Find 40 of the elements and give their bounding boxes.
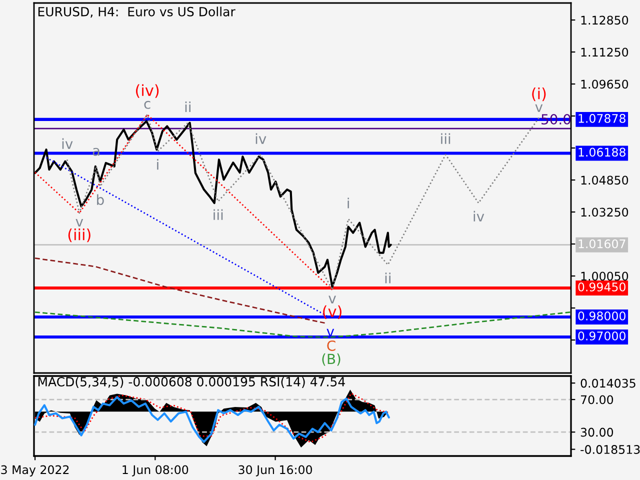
ref-line-label: 0.97000 (578, 331, 626, 340)
y-tick-label: 1.03250 (581, 208, 628, 217)
annotation: ii (385, 272, 390, 284)
ref-line-label: 1.06188 (578, 148, 626, 157)
y-tick-label: 1.09650 (581, 80, 628, 89)
ref-line-label: 1.07878 (578, 114, 626, 123)
annotation: (B) (322, 353, 340, 366)
ref-line-label: 1.01607 (578, 239, 626, 248)
annotation: C (327, 340, 336, 351)
annotation: (iv) (136, 84, 159, 98)
annotation: (iii) (68, 228, 90, 242)
annotation: (i) (532, 87, 546, 102)
y2-tick-label: 30.00 (580, 428, 614, 437)
x-tick-label: 3 May 2022 (1, 465, 69, 476)
y-tick-label: -0.018513 (580, 445, 640, 454)
y-tick-label: 1.11250 (581, 48, 628, 57)
y-tick-label: 1.04850 (581, 176, 628, 185)
annotation: c (144, 100, 150, 109)
x-tick-label: 30 Jun 16:00 (238, 465, 312, 476)
annotation: b (97, 194, 104, 206)
annotation: iv (62, 138, 73, 149)
chart-title: EURUSD, H4: Euro vs US Dollar (38, 6, 236, 18)
annotation: iv (256, 133, 266, 144)
ref-line-label: 0.98000 (578, 311, 626, 320)
annotation: iv (474, 210, 484, 222)
annotation: iii (214, 209, 223, 220)
y-tick-label: 0.014035 (580, 378, 636, 388)
ref-line-label: 0.99450 (578, 282, 626, 292)
y2-tick-label: 70.00 (580, 395, 614, 404)
annotation: v (535, 104, 543, 112)
annotation: iii (441, 133, 450, 144)
annotation: ii (185, 101, 190, 112)
annotation: i (348, 198, 349, 208)
annotation: i (157, 159, 158, 170)
chart-title: MACD(5,34,5) -0.000608 0.000195 RSI(14) 47.54 (38, 376, 345, 388)
y-tick-label: 1.00050 (581, 272, 628, 281)
x-tick-label: 1 Jun 08:00 (122, 465, 188, 476)
annotation: v (76, 218, 84, 227)
y-tick-label: 1.12850 (581, 16, 628, 25)
annotation: v (328, 296, 336, 304)
